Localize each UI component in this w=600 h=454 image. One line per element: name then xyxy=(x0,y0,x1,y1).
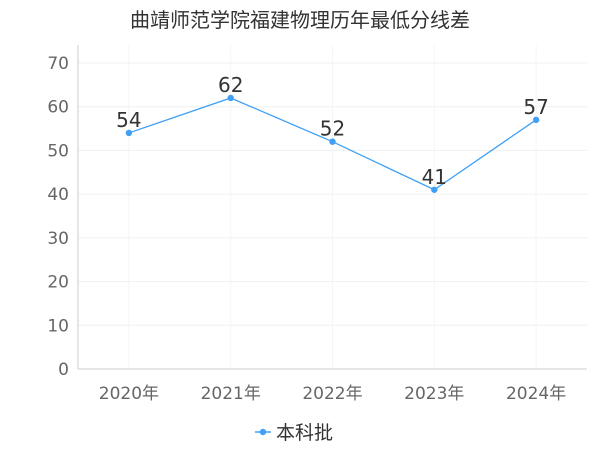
y-tick-label: 10 xyxy=(47,316,69,336)
data-point[interactable] xyxy=(532,116,540,124)
x-tick-labels: 2020年 2021年 2022年 2023年 2024年 xyxy=(99,384,566,404)
chart-title: 曲靖师范学院福建物理历年最低分线差 xyxy=(130,8,470,32)
data-label: 57 xyxy=(523,95,548,119)
x-tick-label: 2024年 xyxy=(506,384,566,404)
y-tick-label: 20 xyxy=(47,273,69,293)
y-tick-label: 0 xyxy=(58,360,69,380)
data-label: 41 xyxy=(422,165,447,189)
axes xyxy=(77,45,587,370)
y-tick-label: 30 xyxy=(47,229,69,249)
x-tick-label: 2020年 xyxy=(99,384,159,404)
y-tick-label: 50 xyxy=(47,141,69,161)
data-label: 52 xyxy=(320,117,345,141)
y-tick-label: 60 xyxy=(47,98,69,118)
legend[interactable]: 本科批 xyxy=(255,422,333,444)
data-label: 62 xyxy=(218,73,243,97)
x-tick-label: 2023年 xyxy=(404,384,464,404)
data-point[interactable] xyxy=(125,129,133,137)
series-layer: 54 62 52 41 57 xyxy=(116,73,549,193)
x-tick-label: 2022年 xyxy=(302,384,362,404)
y-tick-labels: 0 10 20 30 40 50 60 70 xyxy=(47,54,69,380)
data-point[interactable] xyxy=(329,138,336,145)
data-point[interactable] xyxy=(227,94,234,102)
legend-label: 本科批 xyxy=(276,422,333,444)
data-point[interactable] xyxy=(431,186,438,193)
data-label: 54 xyxy=(116,108,141,132)
legend-swatch-marker xyxy=(259,428,267,436)
y-tick-label: 40 xyxy=(47,185,69,205)
x-tick-label: 2021年 xyxy=(201,384,261,404)
grid-lines xyxy=(78,45,587,369)
y-tick-label: 70 xyxy=(47,54,69,74)
